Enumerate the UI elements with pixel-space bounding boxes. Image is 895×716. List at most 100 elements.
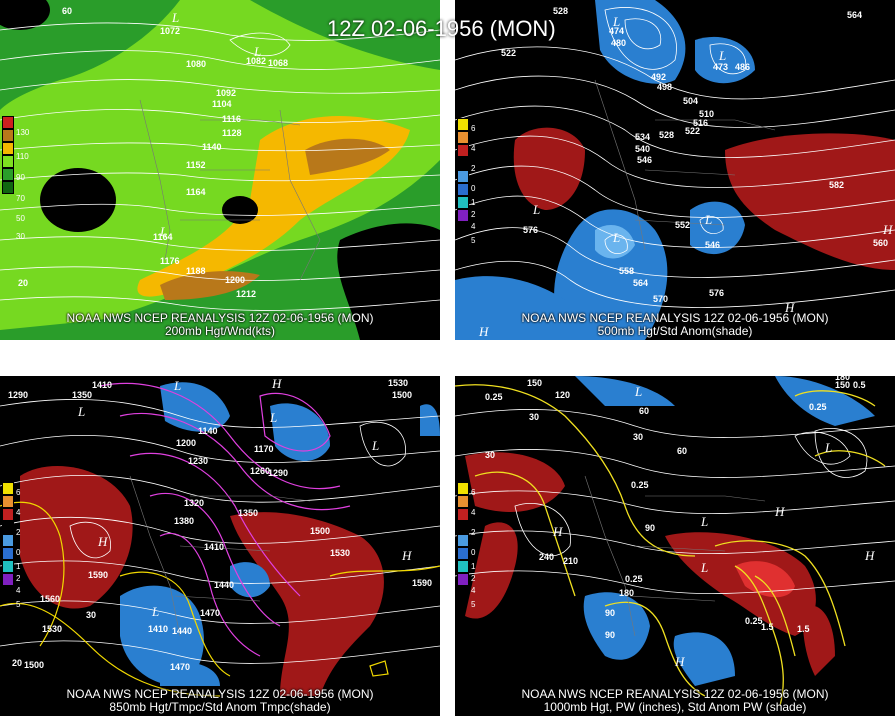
label-1410c: 1410 xyxy=(148,624,168,634)
label-0.25c: 0.25 xyxy=(631,480,649,490)
legend-label: 4 xyxy=(471,222,476,231)
legend-label: 90 xyxy=(16,173,25,182)
label-1072: 1072 xyxy=(160,26,180,36)
label-0.25d: 0.25 xyxy=(625,574,643,584)
legend-label: 1 xyxy=(471,198,476,207)
low-marker: L xyxy=(77,404,85,419)
legend-label: 6 xyxy=(471,124,476,133)
label-473: 473 xyxy=(713,62,728,72)
label-516: 516 xyxy=(693,118,708,128)
label-1350: 1350 xyxy=(72,390,92,400)
label-522b: 522 xyxy=(685,126,700,136)
label-1068: 1068 xyxy=(268,58,288,68)
label-90c: 90 xyxy=(605,630,615,640)
panel-caption-source: NOAA NWS NCEP REANALYSIS 12Z 02-06-1956 … xyxy=(66,687,374,701)
label-1212: 1212 xyxy=(236,289,256,299)
label-120: 120 xyxy=(555,390,570,400)
label-1500c: 1500 xyxy=(24,660,44,670)
legend-label: 1 xyxy=(471,562,476,571)
map-850mb: 1410 1290 1350 1530 1500 1140 1200 1230 … xyxy=(0,376,440,716)
label-150: 150 xyxy=(835,380,850,390)
label-576b: 576 xyxy=(523,225,538,235)
label-1590b: 1590 xyxy=(412,578,432,588)
legend-label: 0 xyxy=(16,548,21,557)
label-0.25b: 0.25 xyxy=(809,402,827,412)
low-marker: L xyxy=(253,44,261,59)
anomaly-legend xyxy=(457,118,469,222)
legend-label: 2 xyxy=(471,574,476,583)
legend-label: 4 xyxy=(471,586,476,595)
panel-500mb: 528 522 480 474 492 498 473 486 504 510 … xyxy=(455,0,895,340)
label-1.5b: 1.5 xyxy=(797,624,810,634)
legend-label: 5 xyxy=(471,236,476,245)
label-1176: 1176 xyxy=(160,256,180,266)
label-582: 582 xyxy=(829,180,844,190)
panel-200mb: 1072 1080 1082 1068 1092 1104 1116 1128 … xyxy=(0,0,440,340)
label-1164b: 1164 xyxy=(153,232,173,242)
panel-850mb: 1410 1290 1350 1530 1500 1140 1200 1230 … xyxy=(0,376,440,716)
legend-label: 1 xyxy=(16,562,21,571)
label-1440: 1440 xyxy=(214,580,234,590)
label-1560: 1560 xyxy=(40,594,60,604)
label-1140: 1140 xyxy=(198,426,218,436)
label-210: 210 xyxy=(563,556,578,566)
low-marker: L xyxy=(824,440,832,455)
legend-label: 6 xyxy=(16,488,21,497)
legend-label: 130 xyxy=(16,128,30,137)
label-1200: 1200 xyxy=(225,275,245,285)
label-1092: 1092 xyxy=(216,88,236,98)
label-552: 552 xyxy=(675,220,690,230)
legend-label: 2 xyxy=(16,574,21,583)
high-marker: H xyxy=(774,504,785,519)
panel-caption-source: NOAA NWS NCEP REANALYSIS 12Z 02-06-1956 … xyxy=(66,311,374,325)
label-1200: 1200 xyxy=(176,438,196,448)
label-528b: 528 xyxy=(659,130,674,140)
label-0.25: 0.25 xyxy=(485,392,503,402)
legend-label: 2 xyxy=(471,210,476,219)
anomaly-legend xyxy=(457,482,469,586)
low-marker: L xyxy=(173,378,181,393)
label-576: 576 xyxy=(709,288,724,298)
label-30: 30 xyxy=(86,610,96,620)
label-1470b: 1470 xyxy=(170,662,190,672)
label-528: 528 xyxy=(553,6,568,16)
high-marker: H xyxy=(674,654,685,669)
label-1530b: 1530 xyxy=(330,548,350,558)
low-marker: L xyxy=(171,10,179,25)
label-60: 60 xyxy=(639,406,649,416)
legend-label: 2 xyxy=(471,528,476,537)
high-marker: H xyxy=(97,534,108,549)
label-492: 492 xyxy=(651,72,666,82)
low-marker: L xyxy=(159,224,167,239)
label-1290: 1290 xyxy=(8,390,28,400)
low-marker: L xyxy=(700,514,708,529)
label-180: 180 xyxy=(835,376,850,382)
legend-label: 0 xyxy=(471,548,476,557)
label-1164: 1164 xyxy=(186,187,206,197)
label-60: 60 xyxy=(62,6,72,16)
legend-label: 110 xyxy=(16,152,29,161)
legend-label: 5 xyxy=(16,600,21,609)
low-marker: L xyxy=(269,410,277,425)
low-marker: L xyxy=(718,48,726,63)
label-486: 486 xyxy=(735,62,750,72)
label-1440b: 1440 xyxy=(172,626,192,636)
label-1230: 1230 xyxy=(188,456,208,466)
low-marker: L xyxy=(371,438,379,453)
low-marker: L xyxy=(700,560,708,575)
label-560: 560 xyxy=(873,238,888,248)
legend-label: 4 xyxy=(16,508,21,517)
wind-legend xyxy=(2,116,14,194)
label-0.5: 0.5 xyxy=(853,380,866,390)
high-marker: H xyxy=(478,324,489,339)
page-title: 12Z 02-06-1956 (MON) xyxy=(327,16,556,41)
high-marker: H xyxy=(552,524,563,539)
low-marker: L xyxy=(532,202,540,217)
label-1500b: 1500 xyxy=(310,526,330,536)
label-1.5: 1.5 xyxy=(761,622,774,632)
panel-caption-source: NOAA NWS NCEP REANALYSIS 12Z 02-06-1956 … xyxy=(521,311,829,325)
label-1128: 1128 xyxy=(222,128,242,138)
label-30: 30 xyxy=(529,412,539,422)
label-480: 480 xyxy=(611,38,626,48)
label-1080: 1080 xyxy=(186,59,206,69)
